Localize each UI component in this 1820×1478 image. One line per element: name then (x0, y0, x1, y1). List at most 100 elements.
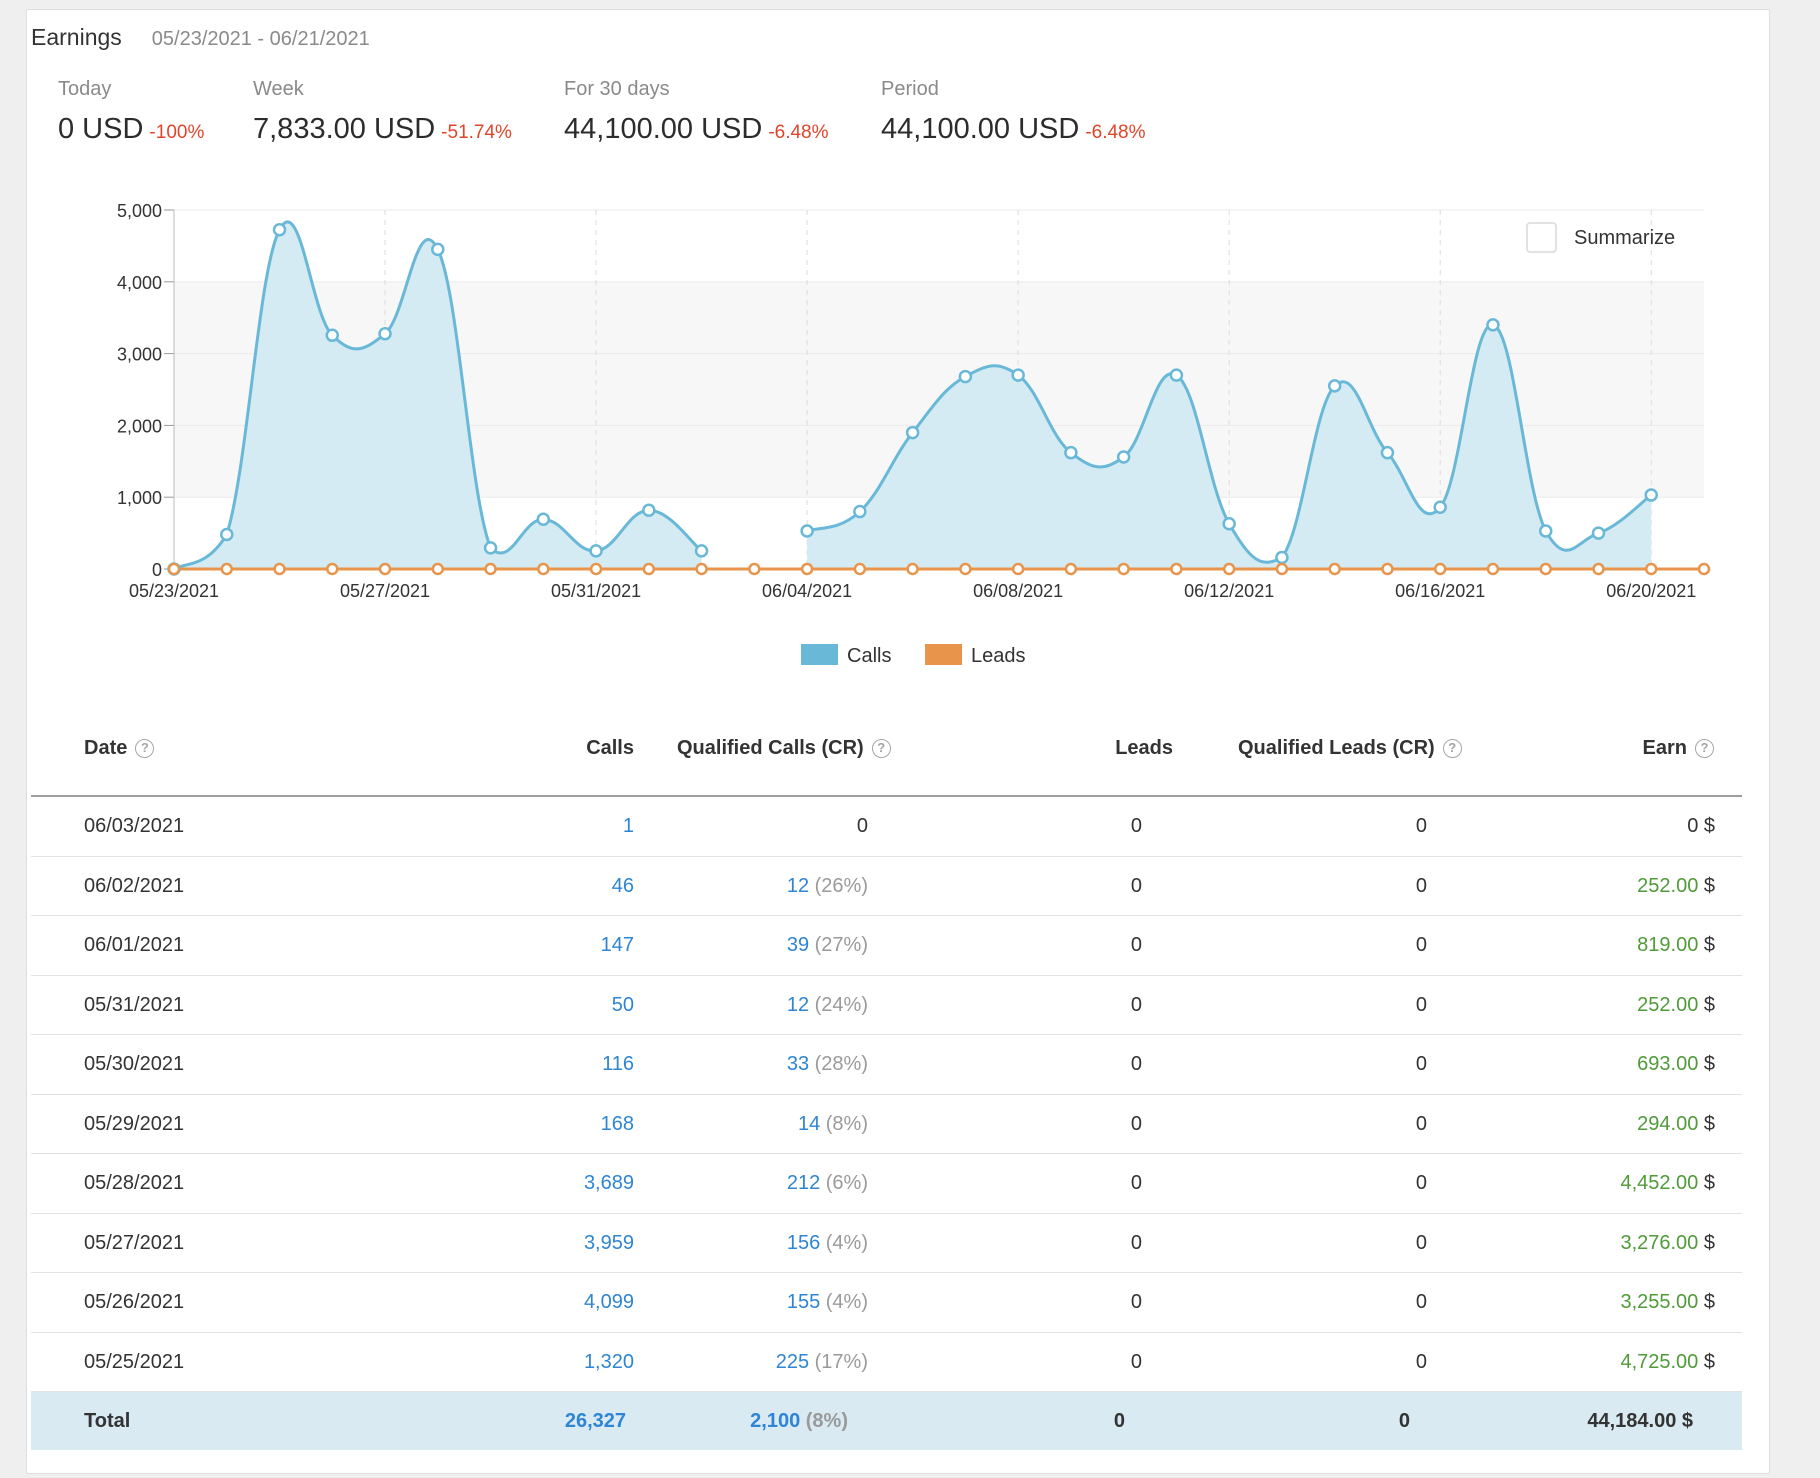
leads-point[interactable] (1011, 562, 1025, 576)
leads-point[interactable] (1222, 562, 1236, 576)
row-calls[interactable]: 116 (602, 1053, 634, 1075)
qualified-calls-value[interactable]: 39 (786, 934, 810, 956)
calls-point[interactable] (642, 503, 656, 517)
calls-point[interactable] (1591, 526, 1606, 540)
summarize-checkbox[interactable] (1526, 222, 1557, 253)
leads-point[interactable] (378, 562, 392, 576)
calls-point[interactable] (1222, 517, 1236, 531)
calls-point[interactable] (325, 328, 340, 343)
leads-point[interactable] (1644, 562, 1658, 576)
row-calls[interactable]: 50 (611, 993, 634, 1016)
leads-point[interactable] (167, 562, 181, 576)
calls-point[interactable] (1538, 524, 1553, 538)
leads-point[interactable] (853, 562, 867, 576)
column-header-calls[interactable]: Calls (586, 737, 634, 759)
leads-point[interactable] (431, 562, 445, 576)
calls-point[interactable] (853, 504, 867, 519)
qualified-calls-value[interactable]: 12 (786, 874, 810, 897)
calls-point[interactable] (1011, 368, 1025, 382)
leads-point[interactable] (1117, 562, 1130, 576)
calls-point[interactable] (694, 544, 709, 558)
qualified-calls-value[interactable]: 12 (786, 993, 810, 1016)
qualified-calls-value[interactable]: 14 (797, 1112, 821, 1135)
leads-point[interactable] (695, 562, 708, 576)
leads-point[interactable] (1433, 562, 1447, 576)
row-calls[interactable]: 147 (600, 934, 634, 956)
row-calls[interactable]: 1,320 (583, 1350, 634, 1373)
leads-point[interactable] (1328, 562, 1341, 576)
calls-point[interactable] (1486, 318, 1500, 332)
calls-point[interactable] (800, 524, 814, 538)
calls-point[interactable] (1644, 488, 1658, 502)
help-icon[interactable]: ? (1695, 739, 1714, 758)
calls-point[interactable] (958, 369, 973, 384)
row-earn: 4,452.00 $ (1620, 1154, 1715, 1214)
leads-point[interactable] (326, 562, 339, 576)
column-header-earn[interactable]: Earn? (1643, 737, 1714, 760)
leads-point[interactable] (1486, 562, 1500, 576)
leads-point[interactable] (1275, 562, 1289, 576)
date-range[interactable]: 05/23/2021 - 06/21/2021 (151, 28, 370, 50)
calls-point[interactable] (1433, 500, 1447, 515)
column-header-date[interactable]: Date? (84, 737, 155, 760)
calls-point[interactable] (1116, 450, 1131, 464)
leads-point[interactable] (589, 562, 603, 576)
leads-point[interactable] (1064, 562, 1078, 576)
row-qualified-calls: 212 (6%) (787, 1154, 868, 1214)
calls-point[interactable] (536, 512, 551, 526)
calls-point[interactable] (1169, 368, 1184, 382)
leads-point[interactable] (537, 562, 550, 576)
leads-point[interactable] (906, 562, 919, 576)
leads-point[interactable] (959, 562, 972, 576)
leads-point[interactable] (1381, 562, 1394, 576)
qualified-calls-value[interactable]: 155 (786, 1291, 821, 1313)
leads-point[interactable] (1170, 562, 1183, 576)
row-calls[interactable]: 46 (611, 874, 634, 897)
summarize-toggle[interactable]: Summarize (1526, 222, 1675, 253)
column-header-leads[interactable]: Leads (1115, 737, 1173, 759)
calls-point[interactable] (589, 544, 603, 558)
leads-point[interactable] (748, 562, 761, 576)
legend-swatch-leads[interactable] (925, 644, 962, 665)
leads-point[interactable] (642, 562, 656, 576)
legend-swatch-calls[interactable] (801, 644, 838, 665)
help-icon[interactable]: ? (1442, 739, 1462, 758)
qualified-calls-rate: (4%) (825, 1291, 868, 1313)
calls-point[interactable] (431, 242, 445, 257)
leads-point[interactable] (220, 562, 234, 576)
calls-point[interactable] (378, 327, 392, 341)
calls-point[interactable] (220, 527, 234, 542)
calls-point[interactable] (1327, 379, 1342, 393)
qualified-calls-value[interactable]: 156 (786, 1231, 821, 1254)
qualified-calls-value[interactable]: 33 (786, 1053, 810, 1075)
calls-point[interactable] (1064, 445, 1078, 460)
row-calls[interactable]: 3,959 (583, 1231, 634, 1254)
leads-point[interactable] (1592, 562, 1605, 576)
row-date: 06/02/2021 (84, 874, 185, 897)
leads-point[interactable] (273, 562, 286, 576)
row-calls[interactable]: 168 (600, 1112, 634, 1135)
row-earn: 3,276.00 $ (1620, 1214, 1715, 1274)
x-tick-label: 05/23/2021 (129, 581, 219, 601)
total-calls[interactable]: 26,327 (564, 1410, 626, 1432)
calls-point[interactable] (1380, 445, 1395, 460)
help-icon[interactable]: ? (871, 739, 891, 758)
row-calls[interactable]: 1 (622, 815, 634, 837)
calls-point[interactable] (272, 222, 287, 237)
leads-point[interactable] (484, 562, 497, 576)
legend-label-leads[interactable]: Leads (971, 645, 1026, 667)
row-calls[interactable]: 3,689 (583, 1172, 634, 1194)
leads-point[interactable] (800, 562, 814, 576)
help-icon[interactable]: ? (135, 739, 155, 758)
legend-label-calls[interactable]: Calls (847, 645, 891, 667)
qualified-calls-value[interactable]: 225 (775, 1350, 810, 1373)
calls-point[interactable] (1275, 550, 1289, 565)
leads-point[interactable] (1539, 562, 1552, 576)
leads-point[interactable] (1697, 562, 1711, 576)
qualified-calls-value[interactable]: 212 (786, 1172, 821, 1194)
calls-point[interactable] (905, 425, 920, 440)
column-header-qualified-leads[interactable]: Qualified Leads (CR)? (1238, 737, 1462, 760)
column-header-qualified-calls[interactable]: Qualified Calls (CR)? (677, 737, 891, 760)
row-calls[interactable]: 4,099 (583, 1291, 634, 1313)
calls-point[interactable] (483, 541, 498, 555)
